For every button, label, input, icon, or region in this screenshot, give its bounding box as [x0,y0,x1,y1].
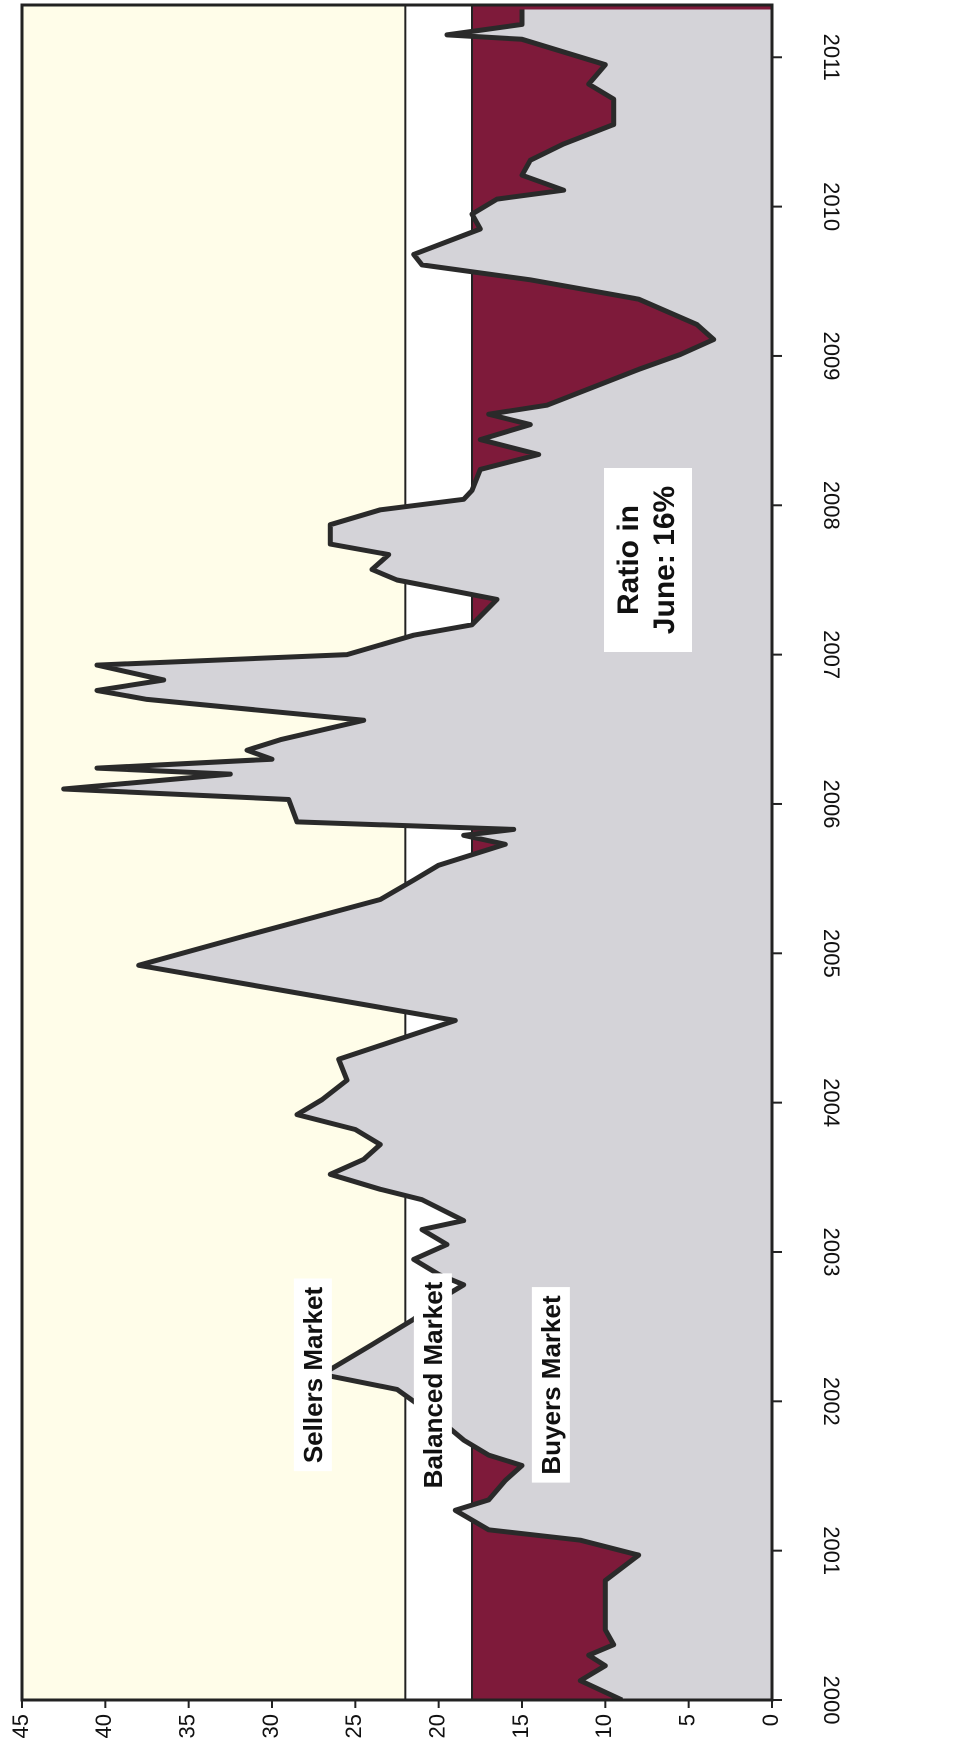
marks [61,9,772,1700]
annotation-box [293,1278,332,1472]
x-tick-label: 2004 [819,1078,844,1127]
y-tick-label: 45 [8,1714,33,1738]
x-tick-label: 2005 [819,929,844,978]
zone [22,5,406,1700]
y-tick-label: 5 [674,1714,699,1726]
annotation-text: Buyers Market [536,1295,566,1475]
annotation: Ratio in June: 16% [604,468,692,652]
annotation: Buyers Market [531,1287,570,1483]
annotation-box [531,1287,570,1483]
overlay: 0 5 10 15 20 25 30 35 40 45 2000 2001 2002 2003 2004 20… [8,3,844,1738]
y-tick-label: 0 [758,1714,783,1726]
x-tick-label: 2007 [819,630,844,679]
x-tick-label: 2001 [819,1526,844,1575]
y-tick-label: 30 [258,1714,283,1738]
annotation-text: Ratio in [612,505,645,615]
x-tick-label: 2003 [819,1228,844,1277]
annotation-text: June: 16% [648,486,681,634]
annotation-text: Sellers Market [298,1286,328,1463]
x-tick-label: 2008 [819,481,844,530]
x-tick-label: 2010 [819,182,844,231]
x-tick-label: 2000 [819,1676,844,1725]
x-tick-label: 2009 [819,331,844,380]
x-tick-label: 2011 [819,34,844,81]
annotation: Sellers Market [293,1278,332,1472]
x-tick-label: 2006 [819,779,844,828]
y-tick-label: 35 [174,1714,199,1738]
y-tick-label: 10 [591,1714,616,1738]
annotation-box [604,468,692,652]
y-tick-label: 15 [508,1714,533,1738]
annotation-box [413,1273,452,1497]
plot-frame [20,3,774,1702]
annotation-text: Balanced Market [418,1281,448,1488]
annotation: Balanced Market [413,1273,452,1497]
y-tick-label: 40 [91,1714,116,1738]
area-fill [63,9,772,1700]
y-tick-label: 25 [341,1714,366,1738]
line [61,9,717,1700]
y-tick-label: 20 [424,1714,449,1738]
x-tick-label: 2002 [819,1377,844,1426]
